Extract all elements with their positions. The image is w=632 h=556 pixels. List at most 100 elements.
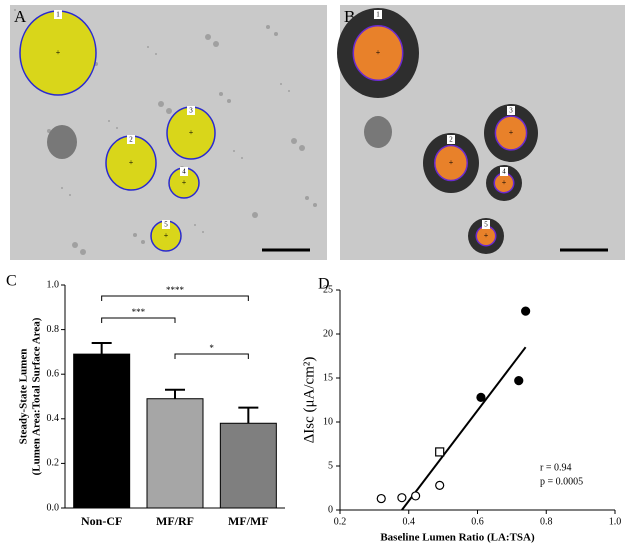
panel-label: B bbox=[344, 7, 355, 26]
debris bbox=[194, 224, 196, 226]
organoid-label: 3 bbox=[509, 107, 513, 115]
centroid: + bbox=[164, 231, 169, 240]
x-tick-label: 1.0 bbox=[609, 516, 622, 527]
point bbox=[397, 493, 407, 503]
label-box bbox=[447, 135, 455, 144]
significance-bracket bbox=[174, 353, 249, 359]
centroid: + bbox=[189, 128, 194, 137]
debris bbox=[61, 187, 63, 189]
centroid: + bbox=[449, 158, 454, 167]
debris bbox=[158, 101, 164, 107]
label-box bbox=[507, 106, 515, 115]
organoid-label: 1 bbox=[376, 11, 380, 19]
organoid-label: 4 bbox=[182, 168, 186, 176]
debris bbox=[55, 136, 59, 140]
debris bbox=[274, 32, 278, 36]
debris bbox=[166, 108, 172, 114]
label-box bbox=[482, 220, 490, 229]
bar bbox=[73, 353, 131, 509]
label-box bbox=[500, 167, 508, 176]
significance-label: **** bbox=[166, 285, 185, 295]
point bbox=[435, 447, 445, 457]
label-box bbox=[374, 10, 382, 19]
debris bbox=[280, 83, 282, 85]
label-box bbox=[180, 167, 188, 176]
organoid-lumen bbox=[352, 24, 404, 82]
debris bbox=[241, 157, 243, 159]
debris bbox=[80, 249, 86, 255]
y-tick-label: 20 bbox=[323, 328, 333, 339]
organoid-lumen bbox=[494, 115, 528, 151]
centroid: + bbox=[182, 178, 187, 187]
debris bbox=[22, 16, 24, 18]
y-tick-label: 0.4 bbox=[47, 413, 60, 424]
debris bbox=[69, 194, 71, 196]
debris bbox=[72, 242, 78, 248]
debris bbox=[141, 240, 145, 244]
y-tick-label: 0 bbox=[328, 504, 333, 515]
panel-label: D bbox=[318, 276, 330, 293]
centroid: + bbox=[509, 128, 514, 137]
organoid-label: 2 bbox=[449, 136, 453, 144]
y-tick-label: 0.0 bbox=[47, 502, 60, 513]
x-tick-label: 0.4 bbox=[403, 516, 416, 527]
fit-line bbox=[401, 346, 527, 511]
point bbox=[435, 480, 445, 490]
organoid-label: 5 bbox=[484, 221, 488, 229]
y-tick-label: 0.8 bbox=[47, 324, 60, 335]
significance-bracket bbox=[101, 295, 249, 301]
y-tick-label: 0.2 bbox=[47, 458, 60, 469]
centroid: + bbox=[56, 48, 61, 57]
y-tick-label: 10 bbox=[323, 416, 333, 427]
organoid bbox=[47, 125, 77, 159]
organoid-label: 1 bbox=[56, 11, 60, 19]
debris bbox=[47, 129, 51, 133]
debris bbox=[219, 92, 223, 96]
x-tick-label: Non-CF bbox=[81, 514, 122, 528]
x-tick-label: 0.2 bbox=[334, 516, 347, 527]
debris bbox=[252, 212, 258, 218]
label-box bbox=[54, 10, 62, 19]
significance-label: * bbox=[209, 343, 214, 353]
label-box bbox=[187, 106, 195, 115]
y-tick-label: 25 bbox=[323, 284, 333, 295]
panel-label: C bbox=[6, 273, 17, 290]
organoid-label: 4 bbox=[502, 168, 506, 176]
y-axis-label: (Lumen Area:Total Surface Area) bbox=[31, 317, 43, 475]
annotation: r = 0.94 bbox=[540, 462, 571, 473]
point bbox=[411, 491, 421, 501]
label-box bbox=[127, 135, 135, 144]
organoid-lumen bbox=[434, 144, 468, 182]
debris bbox=[291, 138, 297, 144]
debris bbox=[205, 34, 211, 40]
significance-bracket bbox=[101, 317, 176, 323]
x-tick-label: MF/MF bbox=[228, 514, 269, 528]
debris bbox=[266, 25, 270, 29]
annotation: p = 0.0005 bbox=[540, 476, 583, 487]
debris bbox=[108, 120, 110, 122]
x-tick-label: 0.6 bbox=[471, 516, 484, 527]
point bbox=[514, 376, 524, 386]
y-axis-label: Steady-State Lumen bbox=[18, 349, 30, 445]
label-box bbox=[162, 220, 170, 229]
organoid-label: 2 bbox=[129, 136, 133, 144]
debris bbox=[116, 127, 118, 129]
debris bbox=[305, 196, 309, 200]
centroid: + bbox=[502, 178, 507, 187]
centroid: + bbox=[484, 231, 489, 240]
debris bbox=[14, 9, 16, 11]
bar bbox=[219, 422, 277, 509]
panel-label: A bbox=[14, 7, 27, 26]
organoid-label: 5 bbox=[164, 221, 168, 229]
debris bbox=[213, 41, 219, 47]
debris bbox=[227, 99, 231, 103]
debris bbox=[133, 233, 137, 237]
x-axis-label: Baseline Lumen Ratio (LA:TSA) bbox=[380, 532, 535, 544]
centroid: + bbox=[376, 48, 381, 57]
centroid: + bbox=[129, 158, 134, 167]
point bbox=[476, 392, 486, 402]
significance-label: *** bbox=[132, 307, 146, 317]
debris bbox=[155, 53, 157, 55]
y-tick-label: 5 bbox=[328, 460, 333, 471]
